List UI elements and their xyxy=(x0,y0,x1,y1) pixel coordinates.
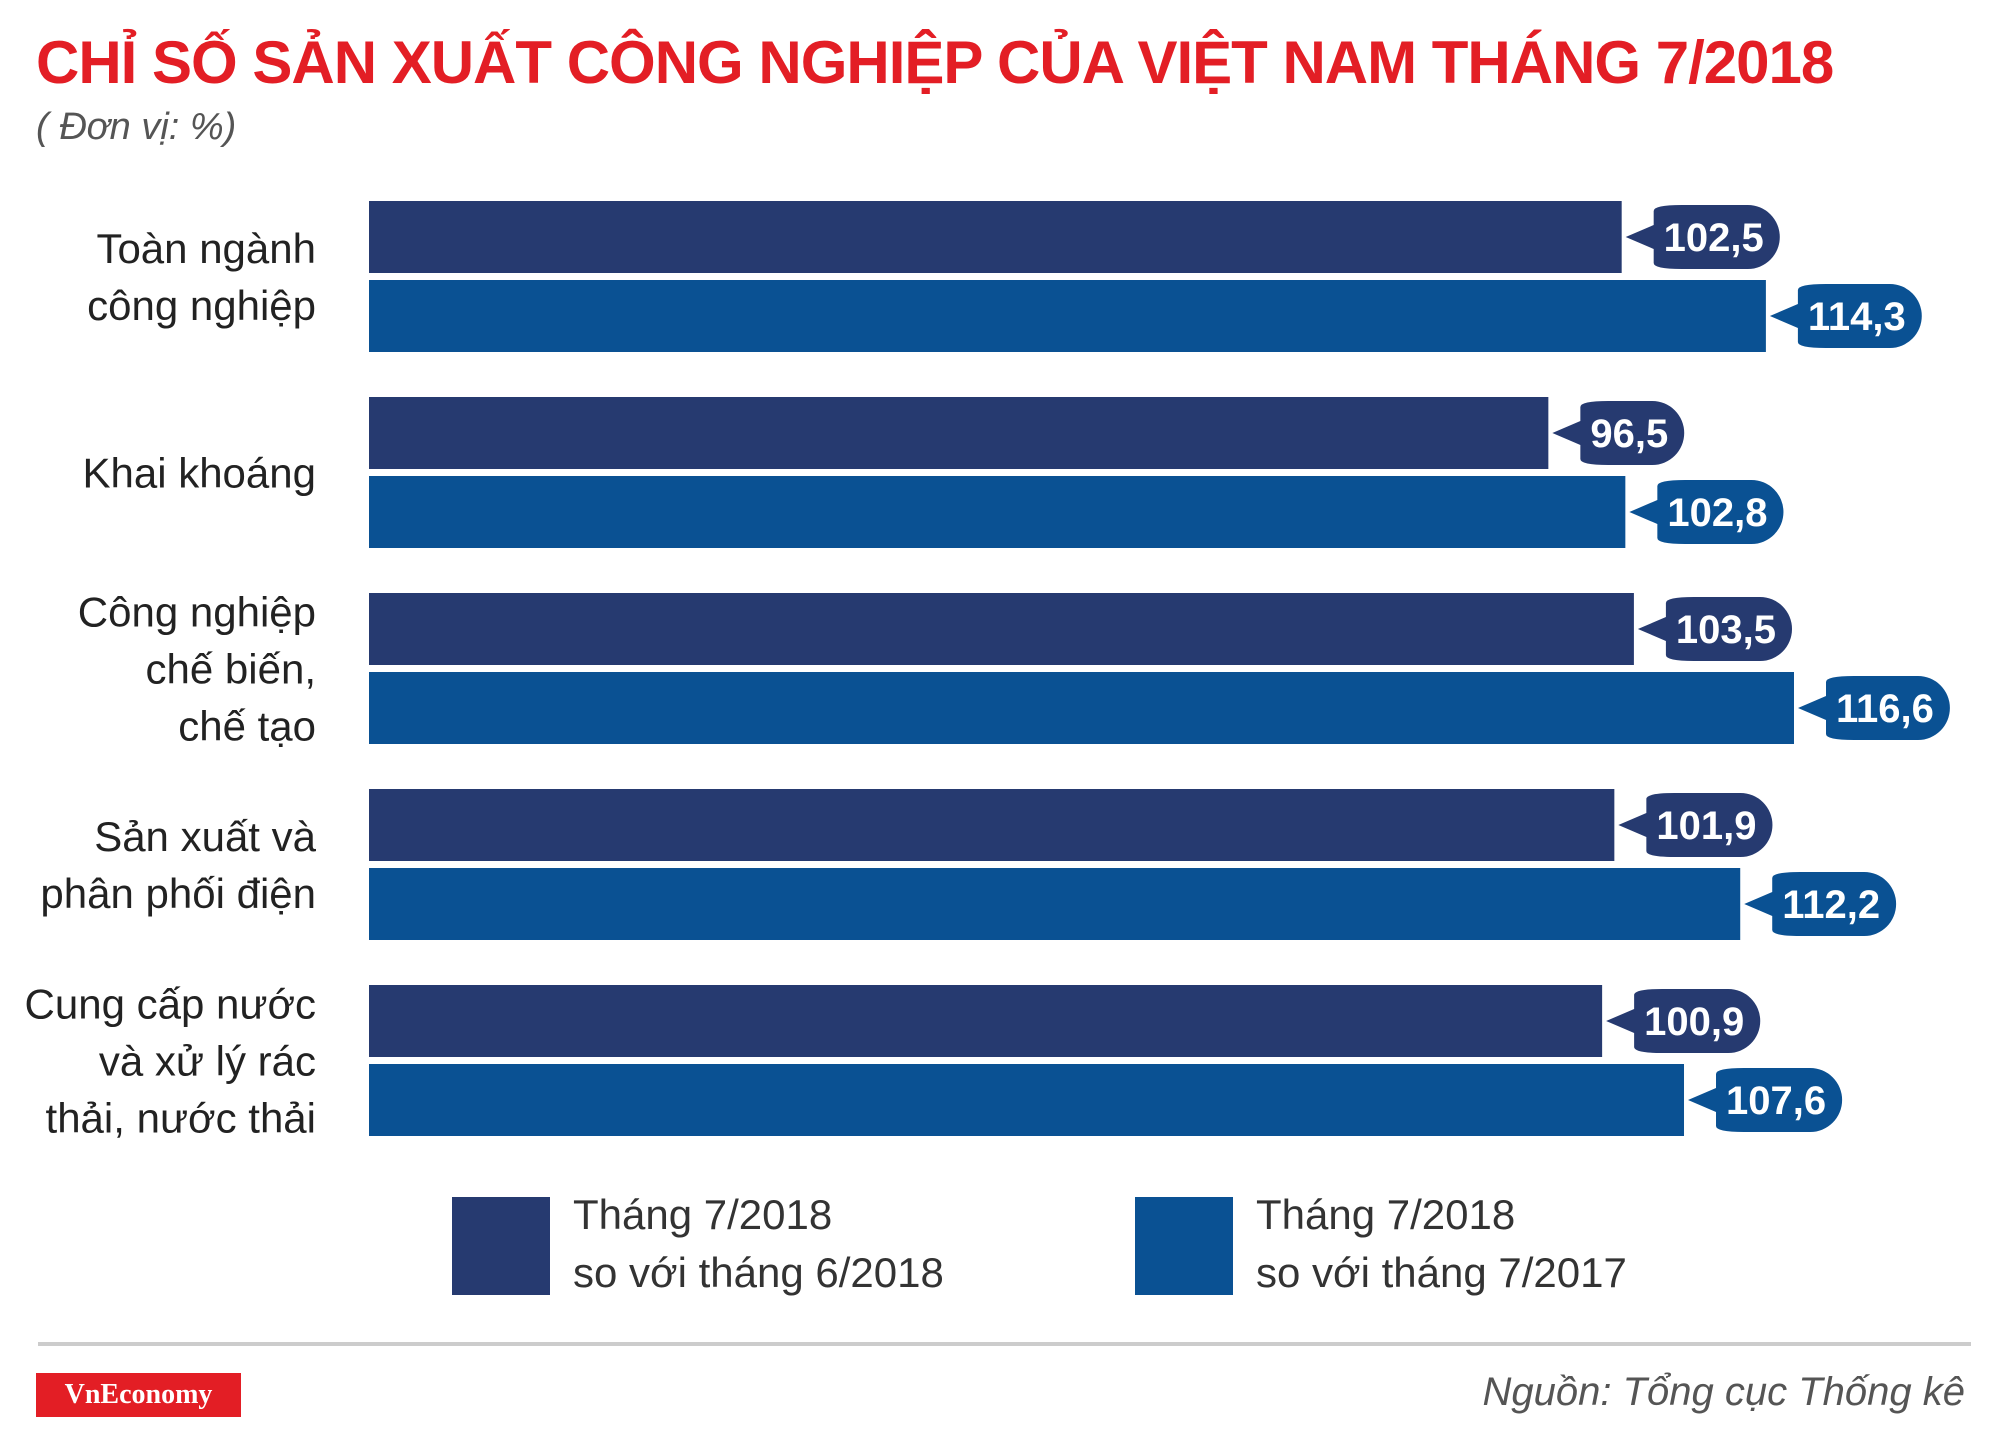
category-label: Sản xuất và phân phối điện xyxy=(40,812,316,917)
value-label: 102,5 xyxy=(1664,216,1764,260)
bar xyxy=(369,672,1794,744)
category-label: Toàn ngành công nghiệp xyxy=(87,224,316,329)
chart-title: CHỈ SỐ SẢN XUẤT CÔNG NGHIỆP CỦA VIỆT NAM… xyxy=(36,29,1834,96)
legend-swatch xyxy=(452,1197,550,1295)
bar xyxy=(369,1064,1685,1136)
value-label: 114,3 xyxy=(1808,295,1906,339)
bar xyxy=(369,397,1549,469)
value-bubble xyxy=(1625,205,1780,269)
category-label: Công nghiệp chế biến, chế tạo xyxy=(77,588,316,749)
bar xyxy=(369,985,1603,1057)
value-bubble xyxy=(1769,284,1922,348)
legend-label: Tháng 7/2018 so với tháng 7/2017 xyxy=(1256,1191,1627,1296)
value-label: 107,6 xyxy=(1726,1079,1826,1123)
value-label: 100,9 xyxy=(1644,1000,1744,1044)
bar xyxy=(369,280,1766,352)
value-bubble xyxy=(1606,989,1761,1053)
bar xyxy=(369,868,1741,940)
bar xyxy=(369,789,1615,861)
value-label: 102,8 xyxy=(1667,491,1767,535)
value-label: 101,9 xyxy=(1656,804,1756,848)
source: Nguồn: Tổng cục Thống kê xyxy=(1482,1370,1965,1414)
bar xyxy=(369,593,1634,665)
value-bubble xyxy=(1552,401,1685,465)
value-bubble xyxy=(1629,480,1784,544)
legend-label: Tháng 7/2018 so với tháng 6/2018 xyxy=(573,1191,944,1296)
value-bubble xyxy=(1688,1068,1843,1132)
value-bubble xyxy=(1744,872,1897,936)
subtitle: ( Đơn vị: %) xyxy=(36,106,237,148)
value-label: 96,5 xyxy=(1590,412,1668,456)
value-label: 103,5 xyxy=(1676,608,1776,652)
value-label: 116,6 xyxy=(1836,687,1934,731)
category-label: Khai khoáng xyxy=(82,449,316,496)
bar xyxy=(369,201,1622,273)
value-bubble xyxy=(1637,597,1793,661)
category-label: Cung cấp nước và xử lý rác thải, nước th… xyxy=(24,980,316,1141)
value-label: 112,2 xyxy=(1782,883,1880,927)
separator xyxy=(38,1342,1971,1346)
bar xyxy=(369,476,1626,548)
logo: VnEconomy xyxy=(36,1373,241,1417)
value-bubble xyxy=(1618,793,1773,857)
value-bubble xyxy=(1798,676,1950,740)
legend-swatch xyxy=(1135,1197,1233,1295)
